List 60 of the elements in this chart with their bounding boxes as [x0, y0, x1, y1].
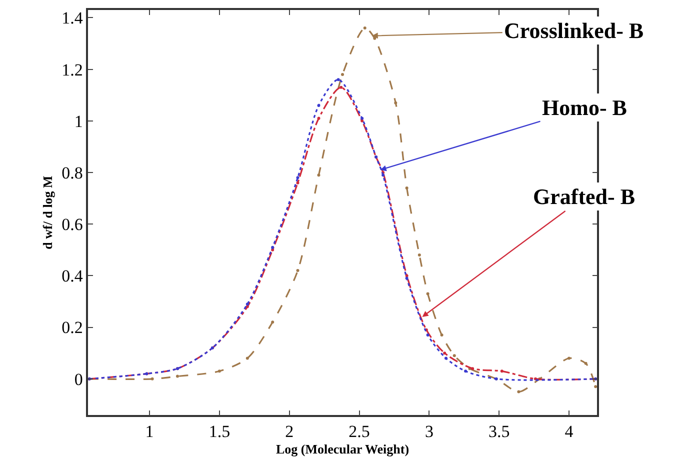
point	[360, 116, 364, 120]
point	[317, 104, 320, 107]
point	[394, 101, 398, 104]
point	[176, 374, 179, 378]
x-tick-label: 1.5	[208, 422, 230, 442]
x-axis-title: Log (Molecular Weight)	[276, 441, 410, 456]
y-tick-label: 0.4	[62, 266, 84, 286]
x-tick-label: 3.5	[488, 422, 510, 442]
point	[426, 292, 430, 296]
y-axis-title: d wf/ d log M	[40, 176, 56, 250]
point	[271, 320, 274, 324]
y-tick-label: 0.8	[62, 163, 83, 182]
y-tick-label: 0.2	[62, 318, 83, 338]
point	[517, 390, 520, 394]
point	[246, 356, 249, 360]
x-tick-label: 3	[424, 422, 434, 442]
y-tick-label: 1	[74, 112, 83, 131]
point	[500, 370, 504, 373]
annotation: Homo- B	[542, 95, 628, 120]
point	[296, 181, 300, 184]
point	[405, 274, 408, 278]
x-tick-label: 4	[564, 422, 574, 442]
point	[360, 119, 364, 122]
point	[426, 334, 430, 337]
point	[271, 248, 274, 252]
x-tick-label: 1	[145, 422, 154, 442]
point	[336, 78, 340, 82]
point	[296, 269, 300, 272]
annotation: Crosslinked- B	[504, 18, 644, 43]
x-tick-label: 2	[285, 422, 294, 442]
point	[405, 186, 408, 190]
point	[405, 276, 408, 280]
point	[382, 174, 385, 177]
point	[568, 356, 571, 360]
point	[363, 26, 366, 30]
y-tick-label: 0.6	[62, 215, 83, 234]
y-tick-label: 0	[74, 370, 83, 389]
point	[218, 370, 221, 373]
point	[471, 367, 474, 370]
point	[246, 302, 249, 306]
point	[317, 174, 320, 177]
point	[464, 370, 468, 373]
point	[440, 334, 444, 337]
point	[594, 385, 597, 388]
point	[150, 377, 154, 380]
point	[317, 116, 320, 120]
point	[444, 356, 448, 360]
point	[584, 362, 588, 365]
annotation: Grafted- B	[533, 184, 636, 209]
point	[340, 86, 343, 89]
point	[296, 176, 300, 180]
point	[373, 36, 376, 40]
point	[452, 354, 456, 358]
point	[418, 254, 421, 257]
point	[443, 352, 446, 355]
y-tick-label: 1.2	[62, 60, 83, 80]
x-tick-label: 2.5	[348, 422, 370, 442]
point	[341, 72, 344, 76]
point	[271, 246, 274, 249]
y-tick-label: 1.4	[62, 8, 84, 28]
